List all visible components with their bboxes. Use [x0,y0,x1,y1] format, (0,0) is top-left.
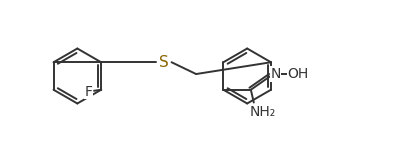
Text: NH₂: NH₂ [249,105,276,119]
Text: S: S [159,55,168,70]
Text: F: F [84,85,92,99]
Text: N: N [270,67,281,81]
Text: OH: OH [288,67,309,81]
